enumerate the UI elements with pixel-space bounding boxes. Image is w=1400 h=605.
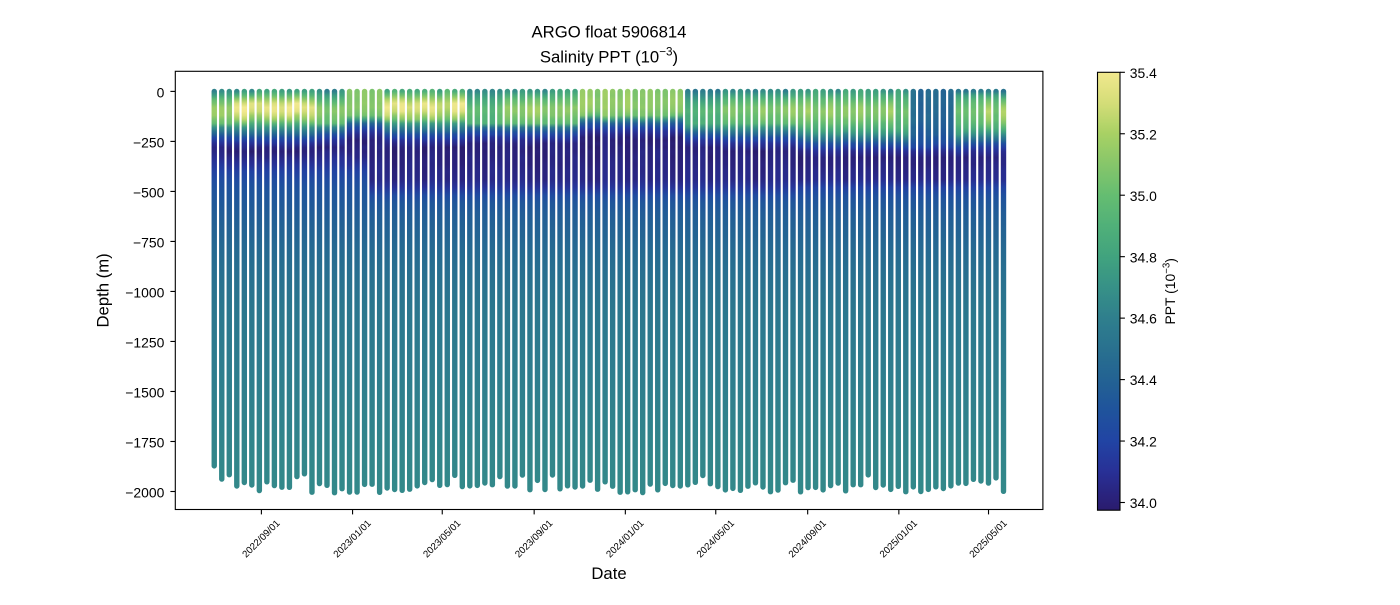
- svg-text:−750: −750: [133, 234, 165, 250]
- svg-text:34.6: 34.6: [1130, 311, 1157, 327]
- svg-text:34.8: 34.8: [1130, 249, 1157, 265]
- svg-text:34.4: 34.4: [1130, 372, 1157, 388]
- svg-text:PPT (10−3): PPT (10−3): [1162, 258, 1179, 324]
- svg-text:−500: −500: [133, 184, 165, 200]
- svg-text:35.4: 35.4: [1130, 65, 1157, 81]
- svg-text:−2000: −2000: [125, 484, 164, 500]
- svg-text:ARGO float 5906814: ARGO float 5906814: [532, 23, 687, 42]
- svg-text:−250: −250: [133, 134, 165, 150]
- svg-text:Salinity PPT (10−3): Salinity PPT (10−3): [540, 46, 678, 67]
- svg-text:Depth (m): Depth (m): [94, 253, 113, 327]
- svg-text:35.2: 35.2: [1130, 126, 1157, 142]
- svg-text:Date: Date: [591, 564, 626, 583]
- svg-text:35.0: 35.0: [1130, 188, 1157, 204]
- svg-text:−1750: −1750: [125, 434, 164, 450]
- svg-text:0: 0: [157, 84, 165, 100]
- svg-text:−1250: −1250: [125, 334, 164, 350]
- svg-text:−1000: −1000: [125, 284, 164, 300]
- svg-text:34.0: 34.0: [1130, 495, 1157, 511]
- svg-text:34.2: 34.2: [1130, 434, 1157, 450]
- svg-text:−1500: −1500: [125, 384, 164, 400]
